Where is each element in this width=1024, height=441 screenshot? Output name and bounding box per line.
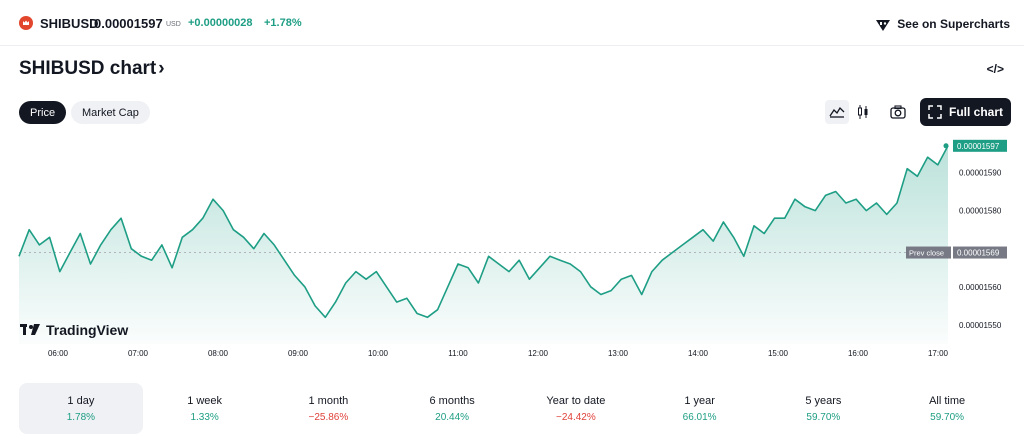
- supercharts-icon: [876, 20, 891, 31]
- prev-close-tag: [906, 246, 951, 259]
- embed-code-icon[interactable]: </>: [986, 62, 1004, 76]
- x-axis-tick: 09:00: [288, 349, 309, 358]
- chevron-right-icon: ›: [158, 58, 165, 79]
- x-axis-tick: 13:00: [608, 349, 629, 358]
- x-axis-tick: 11:00: [448, 349, 468, 358]
- snapshot-button[interactable]: [886, 100, 910, 124]
- candlestick-chart-button[interactable]: [851, 100, 875, 124]
- current-price-tag-text: 0.00001597: [957, 142, 1000, 151]
- prev-close-value-text: 0.00001569: [957, 249, 1000, 258]
- see-on-supercharts-link[interactable]: See on Supercharts: [875, 14, 1010, 34]
- period-6-months[interactable]: 6 months 20.44%: [390, 383, 514, 434]
- period-change: −24.42%: [555, 411, 596, 423]
- watermark-text: TradingView: [46, 322, 128, 338]
- period-label: 1 day: [67, 394, 95, 407]
- period-change: −25.86%: [308, 411, 349, 423]
- tab-market-cap[interactable]: Market Cap: [71, 101, 150, 124]
- y-axis-tick: 0.00001550: [959, 321, 1002, 330]
- prev-close-tag-text: Prev close: [909, 249, 944, 258]
- period-change: 59.70%: [930, 411, 965, 423]
- tradingview-logo-icon: [20, 324, 40, 335]
- period-selector: 1 day 1.78% 1 week 1.33% 1 month −25.86%…: [19, 383, 1009, 434]
- period-year-to-date[interactable]: Year to date −24.42%: [514, 383, 638, 434]
- symbol-name[interactable]: SHIBUSD: [40, 16, 99, 31]
- camera-icon: [890, 105, 906, 119]
- area-chart-icon: [829, 106, 845, 118]
- currency-unit: USD: [166, 21, 181, 28]
- current-price: 0.00001597: [94, 16, 163, 31]
- chart-title-link[interactable]: SHIBUSD chart ›: [19, 58, 165, 80]
- tab-price[interactable]: Price: [19, 101, 67, 124]
- shib-logo-icon: [19, 16, 33, 30]
- period-label: 1 month: [308, 394, 349, 407]
- top-bar: SHIBUSD 0.00001597 USD +0.00000028 +1.78…: [0, 0, 1024, 46]
- candlestick-icon: [858, 105, 868, 119]
- chart-title: SHIBUSD chart: [19, 58, 157, 79]
- x-axis-tick: 14:00: [688, 349, 709, 358]
- period-label: 1 week: [187, 394, 223, 407]
- period-label: 1 year: [684, 394, 715, 407]
- period-change: 20.44%: [435, 411, 470, 423]
- y-axis-tick: 0.00001590: [959, 168, 1002, 177]
- full-chart-button[interactable]: Full chart: [920, 98, 1011, 126]
- y-axis-tick: 0.00001580: [959, 207, 1002, 216]
- period-all-time[interactable]: All time 59.70%: [885, 383, 1009, 434]
- y-axis-tick: 0.00001560: [959, 283, 1002, 292]
- period-change: 66.01%: [682, 411, 717, 423]
- current-price-tag: [953, 139, 1007, 152]
- x-axis-tick: 10:00: [368, 349, 389, 358]
- period-change: 1.78%: [66, 411, 96, 423]
- prev-close-value-tag: [953, 246, 1007, 259]
- period-label: Year to date: [546, 394, 606, 407]
- area-chart-button[interactable]: [825, 100, 849, 124]
- price-area-fill: [19, 145, 948, 344]
- x-axis-tick: 08:00: [208, 349, 229, 358]
- x-axis-tick: 12:00: [528, 349, 549, 358]
- tradingview-watermark: TradingView: [20, 322, 128, 338]
- x-axis-tick: 17:00: [928, 349, 949, 358]
- period-1-day[interactable]: 1 day 1.78%: [19, 383, 143, 434]
- period-label: All time: [929, 394, 966, 407]
- period-change: 1.33%: [190, 411, 219, 423]
- last-price-dot: [943, 143, 949, 149]
- period-change: 59.70%: [806, 411, 841, 423]
- x-axis-tick: 16:00: [848, 349, 869, 358]
- full-chart-label: Full chart: [948, 105, 1003, 119]
- period-1-week[interactable]: 1 week 1.33%: [143, 383, 267, 434]
- period-label: 5 years: [805, 394, 842, 407]
- x-axis-tick: 07:00: [128, 349, 149, 358]
- fullscreen-icon: [928, 105, 942, 119]
- x-axis-tick: 06:00: [48, 349, 69, 358]
- period-5-years[interactable]: 5 years 59.70%: [762, 383, 886, 434]
- period-1-year[interactable]: 1 year 66.01%: [638, 383, 762, 434]
- supercharts-label: See on Supercharts: [897, 17, 1010, 31]
- price-change-absolute: +0.00000028: [188, 17, 253, 29]
- period-label: 6 months: [429, 394, 475, 407]
- price-line: [18, 145, 949, 319]
- x-axis-tick: 15:00: [768, 349, 789, 358]
- price-change-percent: +1.78%: [264, 17, 302, 29]
- price-chart[interactable]: 0.00001590 0.00001580 0.00001560 0.00001550…: [0, 138, 1024, 368]
- period-1-month[interactable]: 1 month −25.86%: [267, 383, 391, 434]
